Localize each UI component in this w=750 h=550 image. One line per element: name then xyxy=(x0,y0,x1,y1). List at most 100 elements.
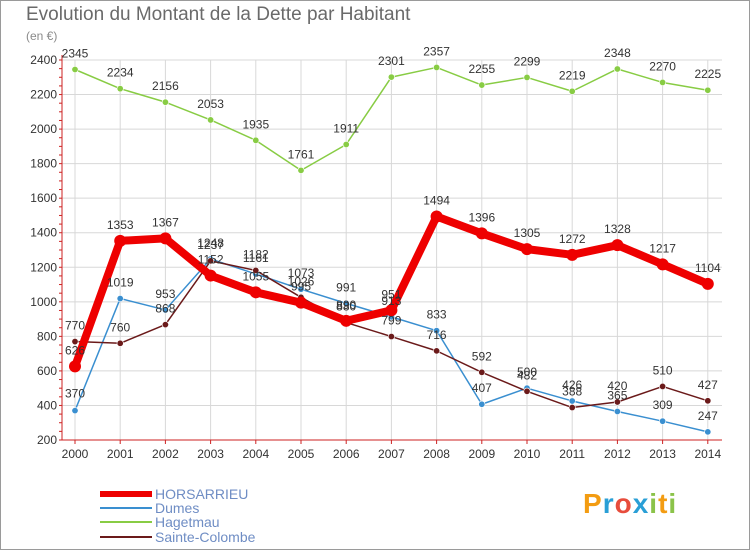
data-label-horsarrieu: 1055 xyxy=(242,269,269,283)
data-label-hagetmau: 1935 xyxy=(242,117,269,131)
data-label-horsarrieu: 1104 xyxy=(695,261,721,275)
point-hagetmau xyxy=(704,86,712,94)
data-label-horsarrieu: 951 xyxy=(381,287,401,301)
logo-letter: r xyxy=(602,488,615,519)
data-label-sainte-colombe: 388 xyxy=(562,385,582,399)
x-tick-label: 2013 xyxy=(649,447,676,461)
point-horsarrieu xyxy=(69,360,81,373)
data-label-dumes: 1161 xyxy=(243,251,269,265)
data-label-horsarrieu: 1272 xyxy=(559,232,586,246)
data-label-hagetmau: 2225 xyxy=(694,67,721,81)
point-hagetmau xyxy=(659,78,667,86)
point-sainte-colombe xyxy=(116,339,124,347)
point-horsarrieu xyxy=(114,234,127,247)
data-label-dumes: 500 xyxy=(517,365,537,379)
data-label-horsarrieu: 1367 xyxy=(152,215,179,229)
data-label-sainte-colombe: 770 xyxy=(65,319,85,333)
x-tick-label: 2007 xyxy=(378,447,405,461)
data-label-dumes: 407 xyxy=(472,381,492,395)
y-tick-label: 2200 xyxy=(30,88,57,102)
data-label-dumes: 426 xyxy=(562,378,582,392)
point-dumes xyxy=(161,306,169,314)
x-tick-label: 2003 xyxy=(197,447,224,461)
point-hagetmau xyxy=(116,85,124,93)
point-hagetmau xyxy=(342,140,350,148)
data-label-sainte-colombe: 592 xyxy=(472,349,492,363)
point-dumes xyxy=(297,285,305,293)
point-dumes xyxy=(613,407,621,415)
y-tick-label: 2400 xyxy=(30,53,57,67)
point-horsarrieu xyxy=(566,248,579,261)
point-hagetmau xyxy=(568,87,576,95)
y-tick-label: 1600 xyxy=(30,191,57,205)
data-label-hagetmau: 2345 xyxy=(62,47,89,61)
point-horsarrieu xyxy=(340,314,353,327)
point-dumes xyxy=(478,400,486,408)
data-label-sainte-colombe: 1237 xyxy=(197,238,224,252)
point-hagetmau xyxy=(207,116,215,124)
data-label-horsarrieu: 995 xyxy=(291,280,311,294)
data-label-hagetmau: 2234 xyxy=(107,66,134,80)
x-tick-label: 2011 xyxy=(559,447,585,461)
logo-letter: P xyxy=(583,488,603,519)
point-horsarrieu xyxy=(475,227,488,240)
point-hagetmau xyxy=(252,136,260,144)
point-hagetmau xyxy=(478,81,486,89)
legend-swatch-dumes xyxy=(100,507,152,509)
point-horsarrieu xyxy=(385,304,398,317)
data-label-dumes: 370 xyxy=(65,387,85,401)
point-horsarrieu xyxy=(656,258,669,271)
data-label-dumes: 1019 xyxy=(107,276,134,290)
chart-title: Evolution du Montant de la Dette par Hab… xyxy=(26,4,411,25)
data-label-sainte-colombe: 1182 xyxy=(243,247,269,261)
data-label-dumes: 833 xyxy=(427,308,447,322)
point-hagetmau xyxy=(433,63,441,71)
data-label-hagetmau: 2299 xyxy=(514,54,541,68)
data-label-hagetmau: 2348 xyxy=(604,46,631,60)
point-sainte-colombe xyxy=(252,266,260,274)
data-label-horsarrieu: 1396 xyxy=(468,210,495,224)
data-label-sainte-colombe: 420 xyxy=(607,379,627,393)
point-sainte-colombe xyxy=(433,347,441,355)
data-label-horsarrieu: 1305 xyxy=(514,226,541,240)
y-tick-label: 1200 xyxy=(30,260,57,274)
y-tick-label: 400 xyxy=(37,398,57,412)
data-label-dumes: 247 xyxy=(698,409,718,423)
y-tick-label: 600 xyxy=(37,364,57,378)
point-horsarrieu xyxy=(611,239,624,252)
data-label-sainte-colombe: 482 xyxy=(517,368,537,382)
point-sainte-colombe xyxy=(161,321,169,329)
data-label-hagetmau: 1761 xyxy=(288,147,315,161)
point-dumes xyxy=(704,428,712,436)
legend-swatch-hagetmau xyxy=(100,521,152,523)
point-dumes xyxy=(342,299,350,307)
data-label-dumes: 365 xyxy=(607,389,627,403)
x-tick-label: 2012 xyxy=(604,447,631,461)
data-label-horsarrieu: 1328 xyxy=(604,222,631,236)
x-tick-label: 2014 xyxy=(694,447,721,461)
data-label-sainte-colombe: 427 xyxy=(698,378,718,392)
x-tick-label: 2006 xyxy=(333,447,360,461)
y-tick-label: 2000 xyxy=(30,122,57,136)
point-horsarrieu xyxy=(430,210,443,223)
point-hagetmau xyxy=(297,166,305,174)
data-label-sainte-colombe: 880 xyxy=(336,300,356,314)
proxiti-logo: Proxiti xyxy=(583,488,677,520)
y-tick-label: 1400 xyxy=(30,226,57,240)
x-tick-label: 2002 xyxy=(152,447,179,461)
y-tick-label: 1800 xyxy=(30,157,57,171)
x-tick-label: 2001 xyxy=(107,447,134,461)
point-dumes xyxy=(116,295,124,303)
data-label-horsarrieu: 1353 xyxy=(107,218,134,232)
data-label-horsarrieu: 1217 xyxy=(649,241,676,255)
data-label-sainte-colombe: 799 xyxy=(381,314,401,328)
point-horsarrieu xyxy=(249,286,262,299)
data-label-dumes: 1248 xyxy=(197,236,224,250)
point-dumes xyxy=(568,397,576,405)
data-label-sainte-colombe: 510 xyxy=(653,363,673,377)
point-sainte-colombe xyxy=(568,404,576,412)
point-dumes xyxy=(71,407,79,415)
data-label-dumes: 1073 xyxy=(288,266,315,280)
point-sainte-colombe xyxy=(207,257,215,265)
